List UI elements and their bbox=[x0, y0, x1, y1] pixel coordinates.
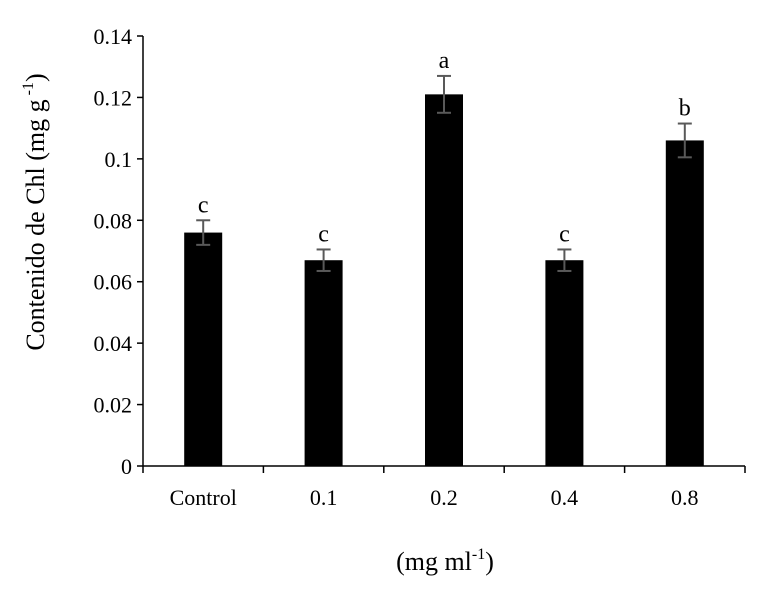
y-axis-title-superscript: -1 bbox=[20, 82, 37, 99]
y-tick-label: 0.06 bbox=[94, 270, 133, 295]
significance-letter: c bbox=[198, 192, 209, 218]
y-axis-title: Contenido de Chl (mg g -1) bbox=[20, 73, 50, 350]
y-tick-label: 0.14 bbox=[94, 24, 133, 49]
bar bbox=[665, 140, 704, 466]
y-tick-label: 0 bbox=[121, 454, 132, 479]
x-tick-label: Control bbox=[170, 485, 237, 510]
x-axis-title: (mg ml-1) bbox=[396, 546, 494, 576]
bars-group bbox=[184, 94, 704, 466]
y-tick-label: 0.1 bbox=[105, 147, 133, 172]
significance-letter: a bbox=[439, 48, 450, 74]
x-tick-label: 0.2 bbox=[430, 485, 458, 510]
bar bbox=[545, 260, 584, 466]
x-tick-label: 0.4 bbox=[551, 485, 579, 510]
labels-group: 0 0.02 0.04 0.06 0.08 0.1 0.12 0.14 c Control c 0.1… bbox=[94, 24, 699, 510]
y-tick-label: 0.08 bbox=[94, 208, 133, 233]
bar bbox=[425, 94, 463, 466]
x-tick-label: 0.1 bbox=[310, 485, 338, 510]
significance-letter: b bbox=[679, 96, 691, 122]
x-tick-label: 0.8 bbox=[671, 485, 699, 510]
y-tick-label: 0.02 bbox=[94, 393, 133, 418]
bar bbox=[184, 232, 223, 466]
significance-letter: c bbox=[318, 221, 329, 247]
y-tick-label: 0.12 bbox=[94, 85, 133, 110]
axes-group bbox=[137, 35, 746, 473]
bar bbox=[304, 260, 343, 466]
significance-letter: c bbox=[559, 221, 570, 247]
error-bars-group bbox=[196, 74, 692, 272]
x-axis-title-superscript: -1 bbox=[472, 546, 485, 563]
y-tick-label: 0.04 bbox=[94, 331, 133, 356]
